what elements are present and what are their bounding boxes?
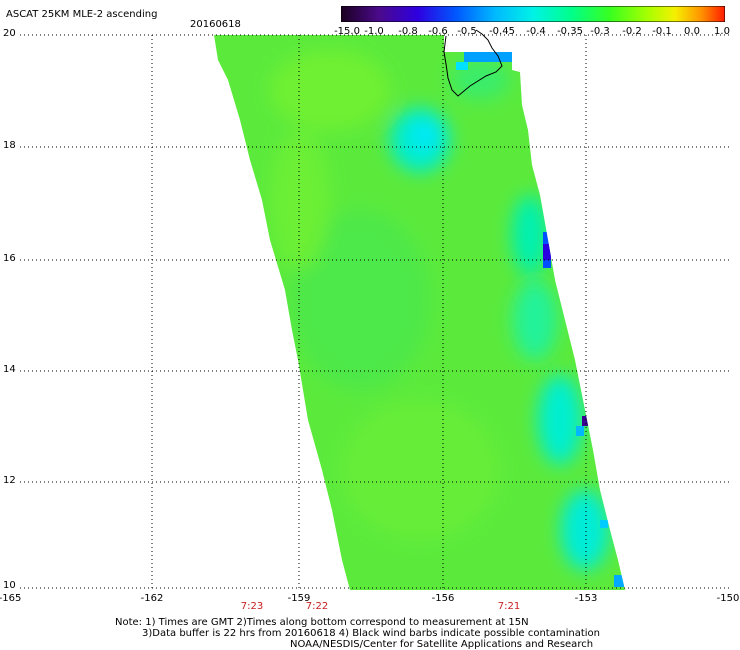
lon-label: -165 bbox=[0, 593, 22, 604]
colorbar-label: -0.45 bbox=[489, 26, 515, 37]
lon-label: -162 bbox=[140, 593, 164, 604]
time-label: 7:21 bbox=[497, 601, 521, 612]
note-line-1: Note: 1) Times are GMT 2)Times along bot… bbox=[115, 617, 529, 628]
colorbar-label: -0.8 bbox=[398, 26, 418, 37]
lon-label: -153 bbox=[574, 593, 598, 604]
product-title: ASCAT 25KM MLE-2 ascending bbox=[6, 9, 158, 20]
colorbar-label: -0.5 bbox=[457, 26, 477, 37]
colorbar-label: -0.35 bbox=[557, 26, 583, 37]
colorbar-label: -1.0 bbox=[364, 26, 384, 37]
colorbar-label: 1.0 bbox=[714, 26, 730, 37]
colorbar-labels: -15.0 -1.0 -0.8 -0.6 -0.5 -0.45 -0.4 -0.… bbox=[330, 26, 740, 38]
lat-label: 18 bbox=[3, 140, 16, 151]
note-line-3: NOAA/NESDIS/Center for Satellite Applica… bbox=[290, 639, 594, 650]
colorbar-label: 0.0 bbox=[684, 26, 700, 37]
time-label: 7:22 bbox=[305, 601, 329, 612]
lat-label: 20 bbox=[3, 28, 16, 39]
time-label: 7:23 bbox=[240, 601, 264, 612]
colorbar bbox=[341, 6, 725, 22]
colorbar-label: -15.0 bbox=[334, 26, 360, 37]
colorbar-label: -0.2 bbox=[622, 26, 642, 37]
lat-label: 12 bbox=[3, 475, 16, 486]
lon-label: -159 bbox=[287, 593, 311, 604]
colorbar-label: -0.4 bbox=[526, 26, 546, 37]
lat-label: 16 bbox=[3, 253, 16, 264]
lat-label: 10 bbox=[3, 580, 16, 591]
colorbar-label: -0.1 bbox=[652, 26, 672, 37]
product-date: 20160618 bbox=[190, 19, 241, 30]
colorbar-label: -0.6 bbox=[428, 26, 448, 37]
colorbar-label: -0.3 bbox=[590, 26, 610, 37]
lat-label: 14 bbox=[3, 364, 16, 375]
map-grid bbox=[20, 34, 730, 590]
note-line-2: 3)Data buffer is 22 hrs from 20160618 4)… bbox=[142, 628, 600, 639]
lon-label: -150 bbox=[716, 593, 740, 604]
island-coastline bbox=[443, 29, 503, 97]
lon-label: -156 bbox=[431, 593, 455, 604]
colorbar-gradient bbox=[341, 6, 725, 22]
wind-swath bbox=[214, 35, 625, 590]
